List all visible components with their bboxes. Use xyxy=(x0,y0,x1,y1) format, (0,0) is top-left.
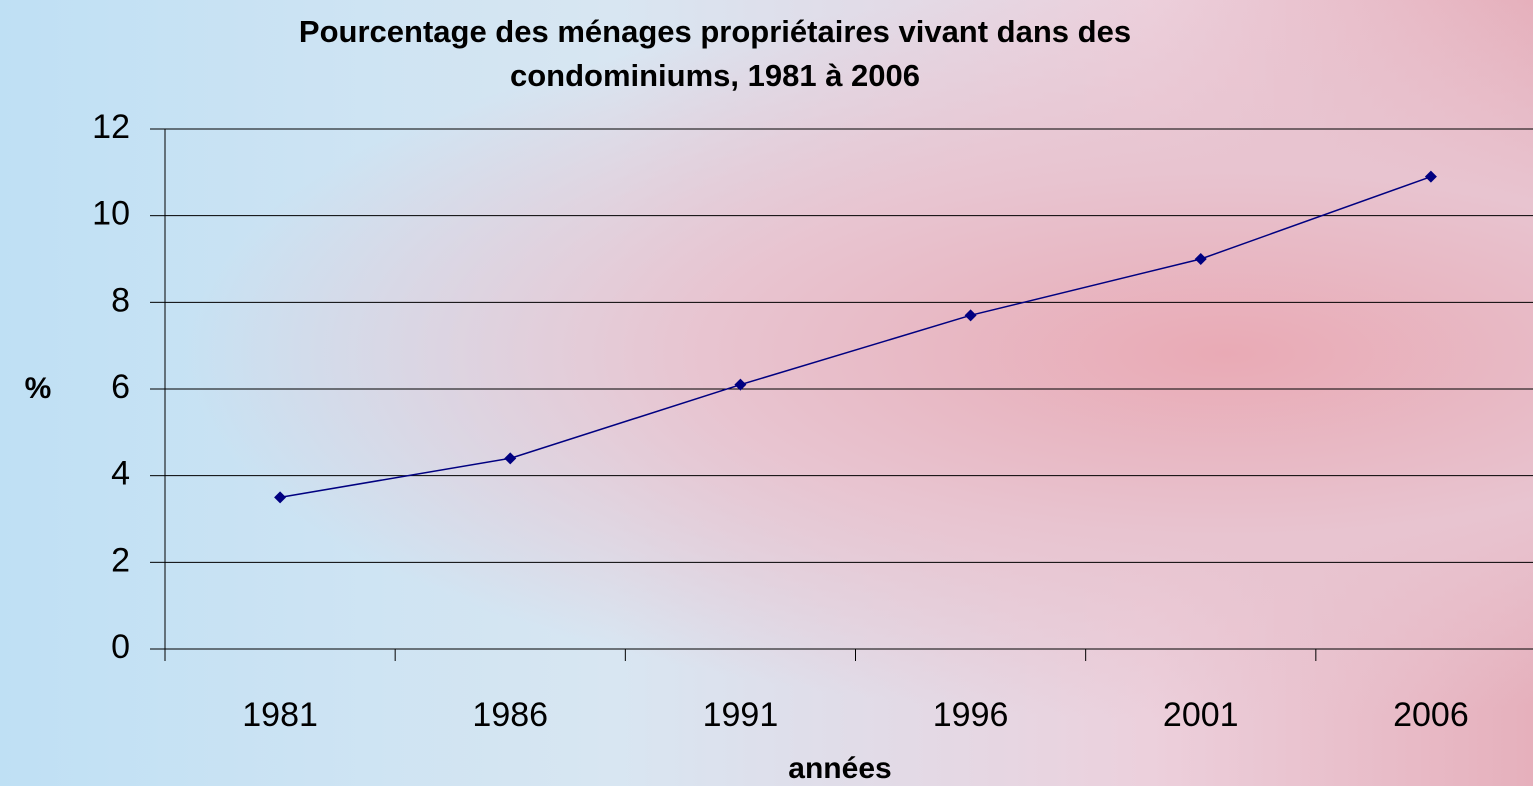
y-axis-label: % xyxy=(25,372,52,405)
data-point xyxy=(1424,170,1437,183)
series-line xyxy=(279,175,1432,499)
chart-title: Pourcentage des ménages propriétaires vi… xyxy=(298,14,1132,93)
y-tick-label: 2 xyxy=(111,541,130,579)
x-tick-label: 1986 xyxy=(472,696,548,734)
y-tick-label: 6 xyxy=(111,368,130,406)
x-tick-label: 1996 xyxy=(933,696,1009,734)
x-axis-label: années xyxy=(788,752,891,785)
x-tick-label: 2001 xyxy=(1163,696,1239,734)
y-tick-label: 8 xyxy=(111,281,130,319)
y-tick-label: 12 xyxy=(92,108,130,146)
y-tick-label: 10 xyxy=(92,195,130,233)
x-tick-label: 2006 xyxy=(1393,696,1469,734)
data-point xyxy=(964,309,977,322)
data-point xyxy=(504,452,517,465)
data-point xyxy=(274,491,287,504)
data-point xyxy=(1194,253,1207,265)
y-tick-label: 4 xyxy=(111,455,130,493)
x-tick-label: 1991 xyxy=(703,696,779,734)
y-tick-label: 0 xyxy=(111,628,130,666)
x-tick-label: 1981 xyxy=(242,696,318,734)
data-point xyxy=(734,378,747,391)
